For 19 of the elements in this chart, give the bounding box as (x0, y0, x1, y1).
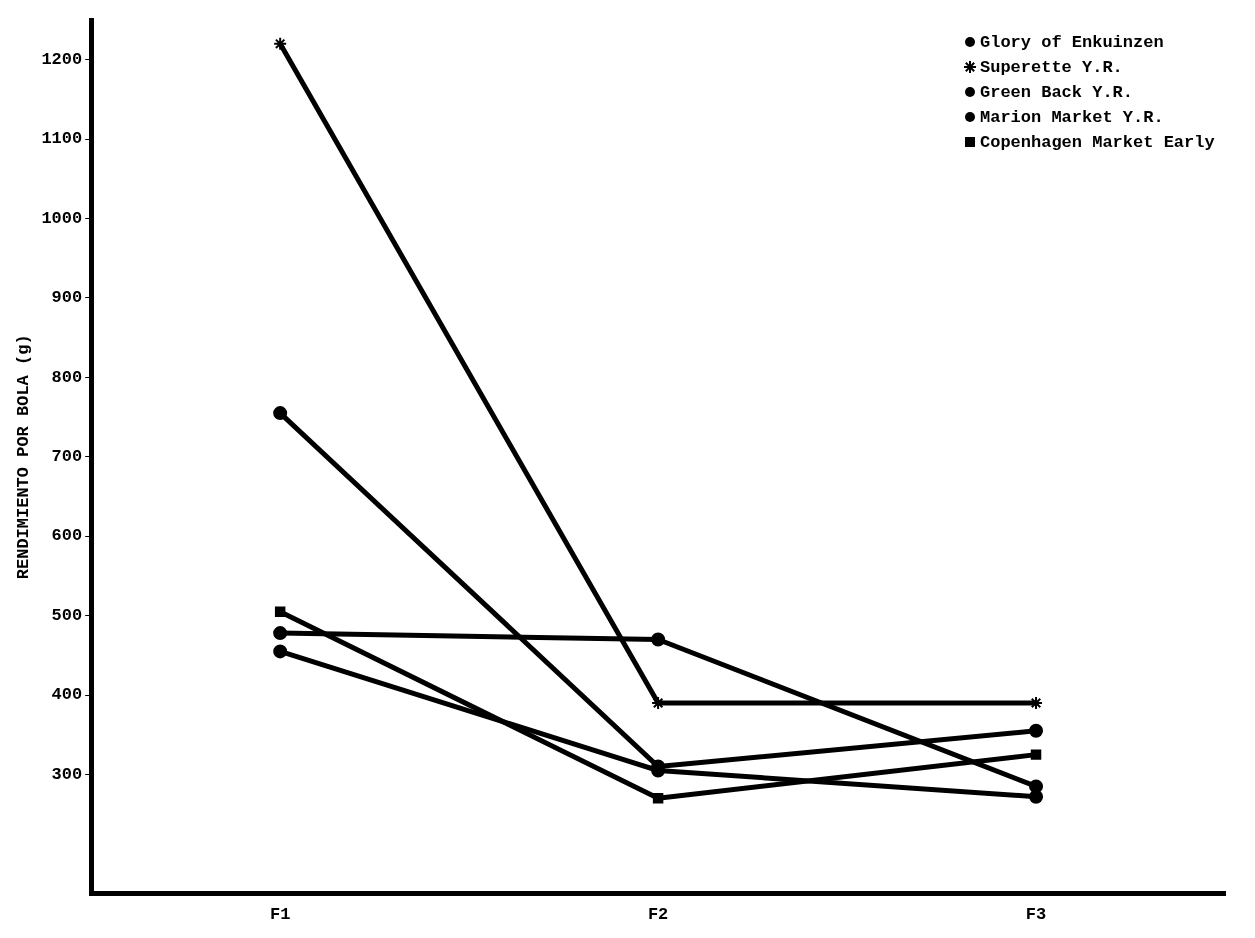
y-tick-label: 300 (51, 764, 83, 784)
legend-label: Marion Market Y.R. (980, 108, 1164, 127)
legend-label: Superette Y.R. (980, 58, 1123, 77)
y-axis-title: RENDIMIENTO POR BOLA (g) (14, 334, 34, 580)
y-tick-label: 1100 (41, 129, 83, 149)
legend-label: Glory of Enkuinzen (980, 33, 1164, 52)
y-tick-label: 1200 (41, 49, 83, 69)
y-tick-label: 700 (51, 447, 83, 467)
legend-label: Green Back Y.R. (980, 83, 1134, 102)
y-tick-label: 500 (51, 605, 83, 625)
y-tick-label: 800 (51, 367, 83, 387)
x-tick-label: F2 (647, 905, 669, 925)
y-tick-label: 900 (51, 288, 83, 308)
x-tick-label: F1 (269, 905, 291, 925)
y-tick-label: 600 (51, 526, 83, 546)
y-tick-label: 1000 (41, 208, 83, 228)
x-tick-label: F3 (1025, 905, 1047, 925)
y-tick-label: 400 (51, 685, 83, 705)
legend-label: Copenhagen Market Early (980, 133, 1215, 152)
